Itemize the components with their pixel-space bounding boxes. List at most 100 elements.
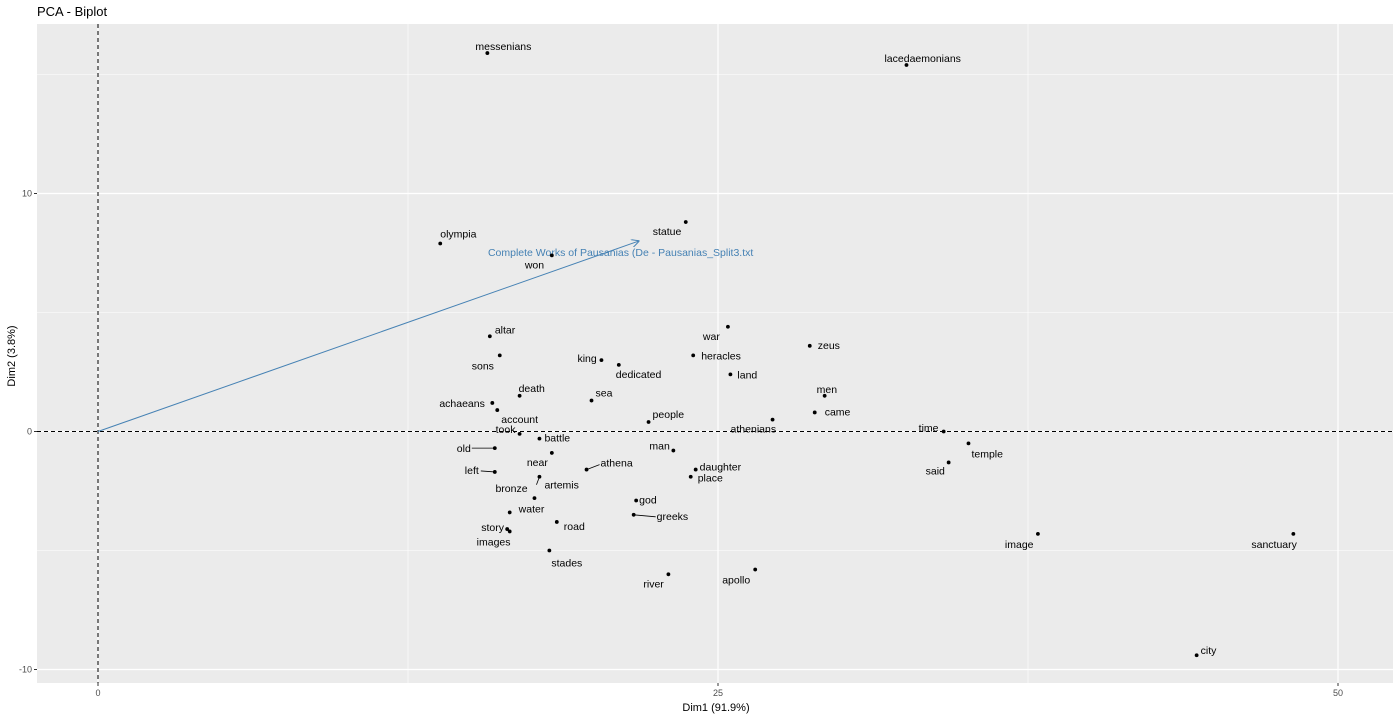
point-label: lacedaemonians xyxy=(884,53,960,65)
point-label: zeus xyxy=(818,340,840,352)
point-label: old xyxy=(457,443,471,455)
y-tick-label: -10 xyxy=(19,665,32,675)
point-label: near xyxy=(527,457,549,469)
point-label: olympia xyxy=(440,228,476,240)
data-point xyxy=(438,241,443,246)
data-point xyxy=(589,398,594,403)
point-label: messenians xyxy=(475,41,531,53)
data-point xyxy=(517,393,522,398)
y-axis-label: Dim2 (3.8%) xyxy=(6,325,18,387)
label-leader-line xyxy=(536,476,540,485)
x-axis-label: Dim1 (91.9%) xyxy=(682,702,750,714)
data-point xyxy=(822,393,827,398)
data-point xyxy=(770,417,775,422)
data-point xyxy=(547,548,552,553)
point-label: battle xyxy=(544,433,570,445)
point-label: achaeans xyxy=(439,398,485,410)
point-label: stades xyxy=(551,558,582,570)
x-tick-label: 25 xyxy=(713,688,723,698)
data-point xyxy=(507,510,512,515)
data-point xyxy=(616,362,621,367)
data-point xyxy=(966,441,971,446)
data-point xyxy=(584,467,589,472)
point-label: took xyxy=(496,424,517,436)
point-label: bronze xyxy=(495,483,527,495)
data-point xyxy=(505,527,510,531)
point-label: images xyxy=(477,536,511,548)
point-label: death xyxy=(519,383,545,395)
data-point xyxy=(495,408,500,412)
point-label: place xyxy=(698,473,723,485)
data-point xyxy=(693,467,698,472)
point-label: came xyxy=(825,406,851,418)
data-point xyxy=(634,498,639,503)
x-tick-label: 50 xyxy=(1333,688,1343,698)
point-label: altar xyxy=(495,324,516,336)
point-label: won xyxy=(524,259,544,271)
data-point xyxy=(1036,531,1040,536)
point-label: war xyxy=(702,331,720,343)
point-label: story xyxy=(481,522,505,534)
x-tick-label: 0 xyxy=(95,688,100,698)
point-label: sons xyxy=(472,360,494,372)
data-point xyxy=(688,474,693,479)
data-point xyxy=(599,358,604,362)
point-label: men xyxy=(817,384,838,396)
data-point xyxy=(549,451,554,455)
data-point xyxy=(497,353,502,358)
data-point xyxy=(487,334,492,339)
data-point xyxy=(671,448,676,453)
point-label: king xyxy=(577,353,596,365)
data-point xyxy=(554,520,559,524)
plot-panel xyxy=(37,24,1393,683)
point-label: said xyxy=(926,465,945,477)
data-point xyxy=(666,572,671,577)
data-point xyxy=(549,253,554,258)
point-label: image xyxy=(1005,539,1034,551)
chart-title: PCA - Biplot xyxy=(37,4,108,19)
label-leader-line xyxy=(480,470,495,473)
data-point xyxy=(537,436,542,441)
point-label: athenians xyxy=(731,424,777,436)
point-label: sea xyxy=(596,388,613,400)
point-label: statue xyxy=(653,226,682,238)
y-tick-label: 10 xyxy=(22,189,32,199)
data-point xyxy=(946,460,951,465)
point-label: greeks xyxy=(657,511,689,523)
data-point xyxy=(904,63,909,67)
point-label: account xyxy=(501,414,538,426)
data-point xyxy=(1194,653,1199,658)
point-label: water xyxy=(518,503,545,515)
data-point xyxy=(485,51,490,55)
point-label: dedicated xyxy=(616,369,662,381)
data-point xyxy=(753,567,758,572)
data-point xyxy=(807,343,812,348)
point-label: river xyxy=(643,578,664,590)
point-label: land xyxy=(737,369,757,381)
point-label: road xyxy=(564,521,585,533)
variable-label: Complete Works of Pausanias (De - Pausan… xyxy=(488,247,753,259)
data-point xyxy=(490,401,495,405)
data-point xyxy=(728,372,733,377)
data-point xyxy=(631,512,636,517)
data-point xyxy=(532,496,537,501)
point-label: god xyxy=(639,495,657,507)
point-label: sanctuary xyxy=(1251,539,1297,551)
data-point xyxy=(507,529,512,534)
point-label: daughter xyxy=(700,462,742,474)
point-label: artemis xyxy=(544,480,578,492)
data-point xyxy=(812,410,817,415)
data-point xyxy=(517,431,522,436)
point-label: time xyxy=(919,423,939,435)
y-tick-label: 0 xyxy=(27,427,32,437)
data-point xyxy=(941,429,946,434)
point-label: apollo xyxy=(722,575,750,587)
variable-arrow xyxy=(97,241,639,432)
data-point xyxy=(691,353,696,358)
data-point xyxy=(726,324,730,329)
label-leader-line xyxy=(633,514,656,518)
point-label: athena xyxy=(601,458,633,470)
point-label: people xyxy=(653,409,685,421)
point-label: man xyxy=(649,441,670,453)
